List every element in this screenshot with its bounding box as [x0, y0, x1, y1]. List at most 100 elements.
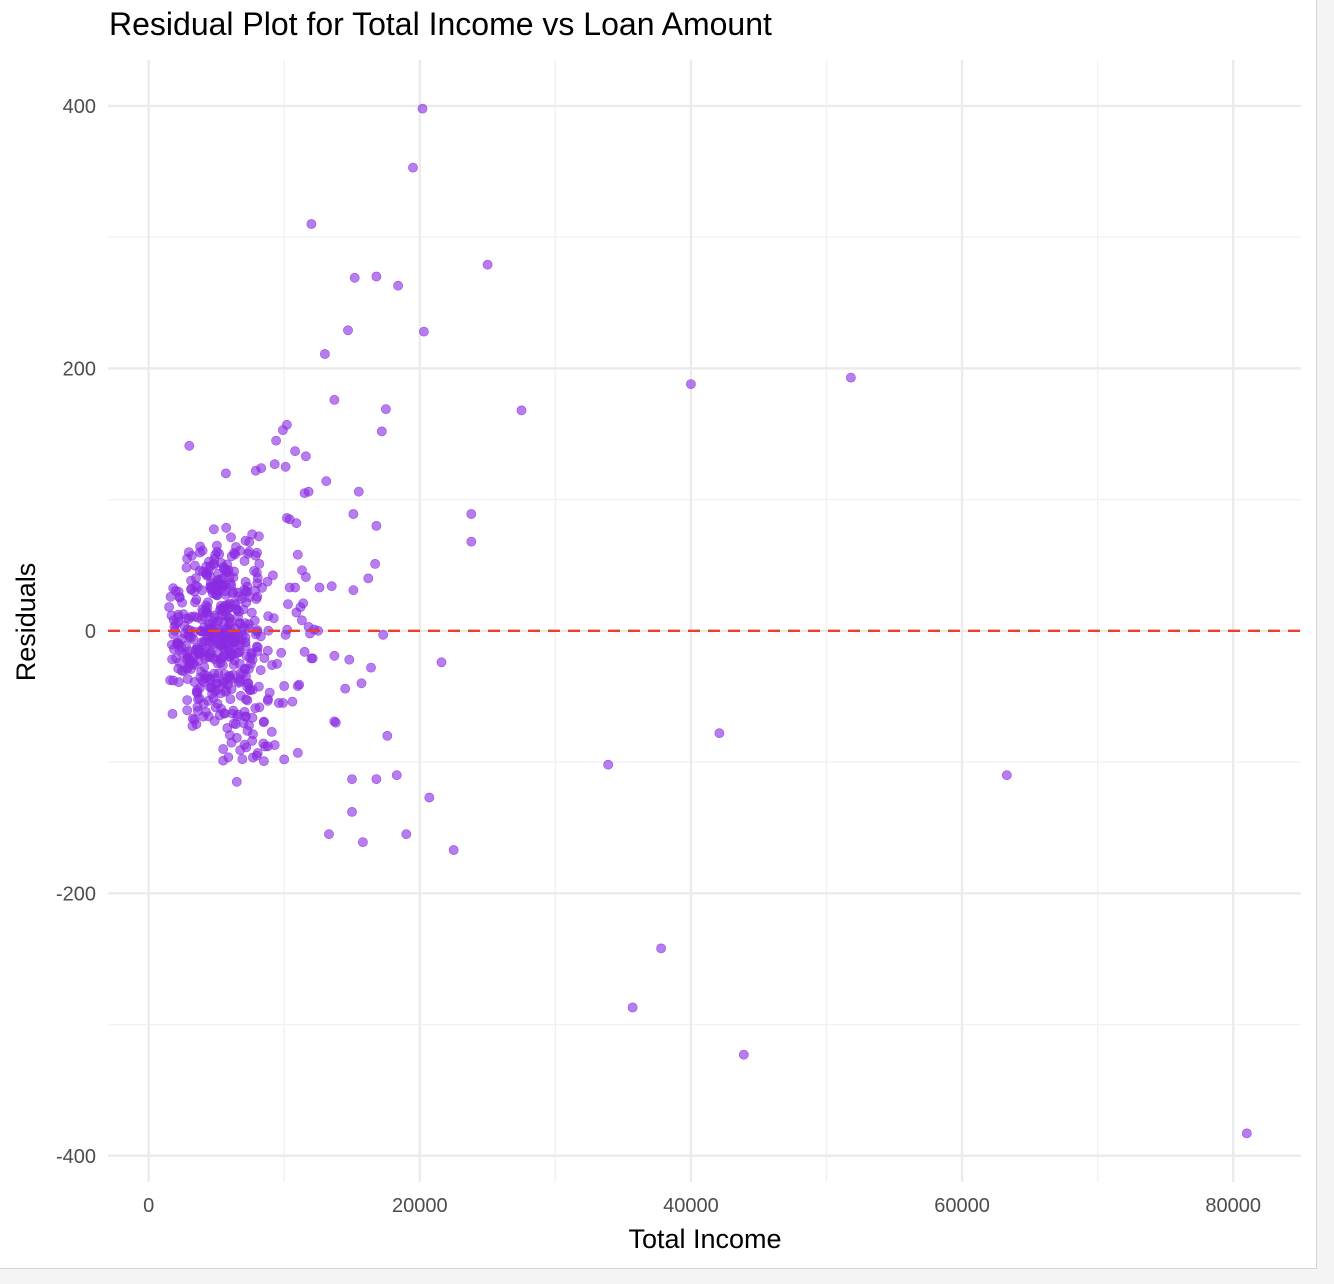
data-point [293, 550, 302, 559]
data-point [517, 406, 526, 415]
y-tick-label: 400 [63, 96, 96, 118]
data-point [280, 681, 289, 690]
data-point [686, 380, 695, 389]
data-point [259, 717, 268, 726]
data-point [345, 655, 354, 664]
data-point [449, 845, 458, 854]
data-point [278, 426, 287, 435]
data-point [247, 649, 256, 658]
data-point [215, 550, 224, 559]
data-point [358, 838, 367, 847]
data-point [347, 775, 356, 784]
data-point [219, 756, 228, 765]
data-point [240, 585, 249, 594]
data-point [199, 678, 208, 687]
y-tick-label: 200 [63, 358, 96, 380]
data-point [604, 760, 613, 769]
data-point [227, 685, 236, 694]
data-point [190, 612, 199, 621]
data-point [281, 462, 290, 471]
data-point [1242, 1129, 1251, 1138]
data-point [297, 566, 306, 575]
data-point [222, 523, 231, 532]
data-point [192, 595, 201, 604]
data-point [189, 635, 198, 644]
data-point [467, 537, 476, 546]
data-point [204, 696, 213, 705]
data-point [383, 731, 392, 740]
data-point [394, 281, 403, 290]
data-point [392, 771, 401, 780]
data-point [204, 557, 213, 566]
data-point [254, 532, 263, 541]
data-point [272, 436, 281, 445]
data-point [218, 679, 227, 688]
data-point [204, 620, 213, 629]
y-axis-ticks: -400-2000200400 [56, 96, 96, 1168]
data-point [227, 581, 236, 590]
data-point [190, 561, 199, 570]
data-point [267, 727, 276, 736]
data-point [846, 373, 855, 382]
data-point [299, 599, 308, 608]
minor-gridlines [108, 60, 1301, 1182]
data-point [214, 650, 223, 659]
x-axis-ticks: 0 20000 40000 60000 80000 [143, 1195, 1261, 1217]
data-point [183, 664, 192, 673]
data-point [169, 676, 178, 685]
data-point [174, 664, 183, 673]
data-point [364, 574, 373, 583]
data-point [330, 651, 339, 660]
data-point [297, 616, 306, 625]
data-point [292, 519, 301, 528]
data-point [324, 830, 333, 839]
data-point [199, 712, 208, 721]
data-point [235, 659, 244, 668]
data-point [236, 669, 245, 678]
data-point [372, 521, 381, 530]
data-point [241, 536, 250, 545]
data-point [211, 703, 220, 712]
data-point [265, 688, 274, 697]
data-point [217, 633, 226, 642]
data-point [168, 709, 177, 718]
data-point [241, 695, 250, 704]
data-point [628, 1003, 637, 1012]
data-point [739, 1050, 748, 1059]
data-point [229, 719, 238, 728]
data-point [225, 731, 234, 740]
y-axis-title: Residuals [11, 563, 41, 682]
data-point [372, 775, 381, 784]
data-point [349, 586, 358, 595]
data-point [207, 583, 216, 592]
data-point [189, 652, 198, 661]
data-point [343, 326, 352, 335]
x-tick-label: 0 [143, 1195, 154, 1217]
data-point [205, 653, 214, 662]
data-point [260, 653, 269, 662]
data-point [377, 427, 386, 436]
y-tick-label: 0 [85, 621, 96, 643]
x-tick-label: 60000 [934, 1195, 990, 1217]
data-point [372, 272, 381, 281]
data-point [291, 583, 300, 592]
data-point [254, 682, 263, 691]
data-point [308, 654, 317, 663]
data-point [304, 487, 313, 496]
data-point [231, 550, 240, 559]
data-point [277, 648, 286, 657]
data-point [198, 607, 207, 616]
data-point [181, 641, 190, 650]
data-point [307, 219, 316, 228]
data-point [408, 163, 417, 172]
data-point [357, 679, 366, 688]
x-tick-label: 20000 [392, 1195, 448, 1217]
data-point [226, 695, 235, 704]
data-point [366, 663, 375, 672]
data-point [241, 577, 250, 586]
data-point [402, 830, 411, 839]
data-point [419, 327, 428, 336]
data-point [250, 616, 259, 625]
data-point [241, 712, 250, 721]
data-point [198, 586, 207, 595]
